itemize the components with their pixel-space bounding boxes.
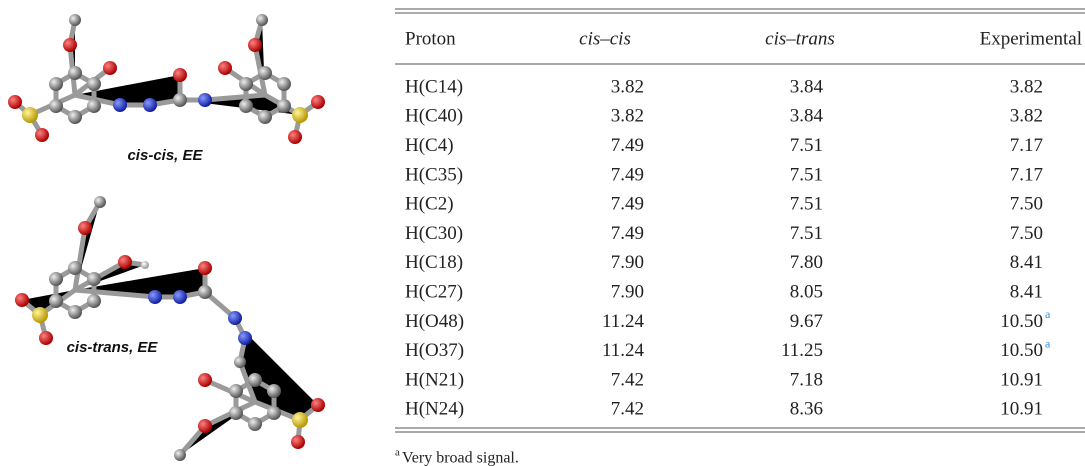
- table: Proton cis–cis cis–trans Experimental H(C14)…: [395, 28, 1082, 466]
- table-cell: 7.42: [611, 369, 644, 390]
- table-cell: 11.25: [781, 340, 823, 361]
- molecule-label: cis-trans, EE: [67, 339, 159, 356]
- table-cell: 7.42: [611, 399, 644, 420]
- page: cis-cis, EE cis-trans, EE Proton cis–cis c…: [0, 0, 1085, 466]
- table-cell: 7.49: [611, 223, 644, 244]
- row-label: H(N21): [405, 369, 464, 390]
- table-cell: 7.51: [790, 164, 823, 185]
- table-cell: 3.82: [1010, 106, 1043, 127]
- column-header: Experimental: [980, 28, 1082, 49]
- table-cell: 7.51: [790, 194, 823, 215]
- table-cell: 3.82: [1010, 76, 1043, 97]
- table-cell: 8.41: [1010, 252, 1043, 273]
- row-label: H(C4): [405, 135, 454, 156]
- table-cell: 8.41: [1010, 281, 1043, 302]
- footnote-marker: a: [1045, 307, 1051, 321]
- table-cell: 8.36: [790, 399, 823, 420]
- molecule-cis-trans: cis-trans, EE: [15, 196, 325, 461]
- table-cell: 10.91: [1000, 399, 1043, 420]
- table-cell: 7.50: [1010, 223, 1043, 244]
- table-cell: 7.17: [1010, 164, 1043, 185]
- table-cell: 7.51: [790, 223, 823, 244]
- table-cell: 10.50: [1000, 340, 1043, 361]
- row-label: H(O48): [405, 311, 464, 332]
- row-label: H(C30): [405, 223, 463, 244]
- table-cell: 7.49: [611, 135, 644, 156]
- molecule-cis-cis: cis-cis, EE: [8, 14, 325, 164]
- table-cell: 3.84: [790, 106, 824, 127]
- table-cell: 3.82: [611, 106, 644, 127]
- table-cell: 7.18: [790, 369, 823, 390]
- table-cell: 11.24: [602, 311, 645, 332]
- footnote: Very broad signal.: [402, 450, 519, 466]
- footnote-marker: a: [1045, 336, 1051, 350]
- table-cell: 8.05: [790, 281, 823, 302]
- table-cell: 7.50: [1010, 194, 1043, 215]
- row-label: H(O37): [405, 340, 464, 361]
- table-cell: 7.90: [611, 281, 644, 302]
- table-cell: 7.49: [611, 194, 644, 215]
- footnote-marker: a: [395, 447, 400, 459]
- table-cell: 10.91: [1000, 369, 1043, 390]
- table-cell: 7.17: [1010, 135, 1043, 156]
- table-cell: 7.49: [611, 164, 644, 185]
- column-header: cis–trans: [765, 28, 835, 49]
- row-label: H(N24): [405, 399, 464, 420]
- table-cell: 10.50: [1000, 311, 1043, 332]
- table-cell: 11.24: [602, 340, 645, 361]
- table-cell: 9.67: [790, 311, 823, 332]
- row-label: H(C18): [405, 252, 463, 273]
- row-label: H(C2): [405, 194, 454, 215]
- table-cell: 3.82: [611, 76, 644, 97]
- row-label: H(C40): [405, 106, 463, 127]
- column-header: cis–cis: [579, 28, 631, 49]
- table-cell: 7.51: [790, 135, 823, 156]
- molecule-label: cis-cis, EE: [127, 147, 203, 164]
- row-label: H(C35): [405, 164, 463, 185]
- row-label: H(C14): [405, 76, 463, 97]
- table-cell: 7.90: [611, 252, 644, 273]
- row-label: H(C27): [405, 281, 463, 302]
- table-cell: 7.80: [790, 252, 823, 273]
- table-cell: 3.84: [790, 76, 824, 97]
- column-header: Proton: [405, 28, 456, 49]
